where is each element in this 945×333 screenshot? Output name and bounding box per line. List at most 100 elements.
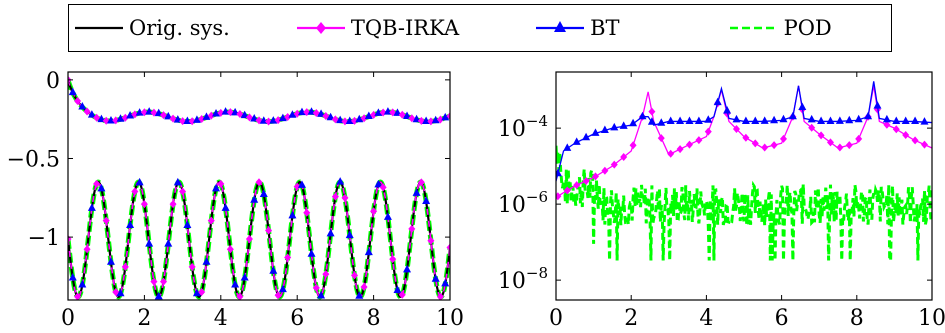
marker-tqb-irka	[779, 134, 787, 143]
marker-tqb-irka	[312, 283, 320, 292]
marker-tqb-irka	[265, 226, 273, 235]
series-tqb-irka-error	[556, 85, 932, 198]
marker-tqb-irka	[629, 141, 637, 150]
marker-bt	[212, 109, 221, 117]
marker-tqb-irka	[695, 136, 703, 145]
marker-bt	[288, 110, 297, 118]
marker-tqb-irka	[573, 181, 581, 190]
marker-tqb-irka	[160, 111, 167, 120]
legend-label-tqb-irka: TQB-IRKA	[350, 16, 460, 40]
marker-tqb-irka	[179, 187, 187, 196]
marker-tqb-irka	[169, 114, 177, 123]
marker-bt	[920, 117, 929, 125]
marker-bt	[87, 203, 96, 211]
marker-bt	[619, 121, 628, 129]
marker-tqb-irka	[121, 113, 129, 122]
marker-tqb-irka	[808, 123, 816, 132]
marker-tqb-irka	[436, 115, 444, 124]
x-tick-label-left: 2	[137, 306, 151, 331]
legend-entry-pod: POD	[728, 5, 832, 51]
legend-swatch-bt	[536, 21, 585, 32]
y-tick-label-left: −1	[28, 226, 60, 251]
marker-tqb-irka	[255, 178, 263, 187]
marker-bt	[336, 177, 345, 185]
marker-tqb-irka	[293, 182, 301, 191]
marker-bt	[770, 115, 779, 124]
marker-bt	[723, 105, 732, 114]
marker-tqb-irka	[360, 114, 368, 123]
marker-tqb-irka	[920, 140, 928, 149]
legend-swatch-orig	[75, 26, 123, 30]
marker-bt	[441, 112, 450, 121]
marker-tqb-irka	[74, 97, 82, 106]
marker-tqb-irka	[398, 110, 406, 119]
plot-area-left	[68, 75, 450, 300]
legend-label-pod: POD	[783, 16, 832, 40]
marker-bt	[713, 97, 722, 106]
marker-bt	[317, 290, 326, 299]
marker-tqb-irka	[761, 143, 769, 152]
marker-tqb-irka	[892, 125, 900, 134]
marker-tqb-irka	[93, 113, 101, 122]
marker-bt	[231, 279, 240, 288]
marker-bt	[364, 111, 373, 120]
marker-bt	[638, 111, 647, 120]
marker-tqb-irka	[556, 192, 562, 201]
marker-tqb-irka	[188, 262, 196, 271]
marker-bt	[556, 168, 562, 177]
marker-bt	[116, 288, 125, 297]
marker-tqb-irka	[102, 216, 110, 225]
marker-bt	[97, 183, 106, 192]
marker-bt	[610, 122, 619, 131]
marker-tqb-irka	[742, 133, 750, 142]
marker-bt	[78, 101, 87, 110]
marker-bt	[106, 257, 115, 265]
marker-tqb-irka	[610, 160, 618, 169]
marker-bt	[441, 278, 450, 287]
marker-bt	[779, 114, 788, 123]
marker-tqb-irka	[351, 116, 358, 125]
marker-tqb-irka	[855, 134, 863, 143]
marker-tqb-irka	[121, 262, 129, 271]
marker-bt	[845, 115, 854, 124]
marker-bt	[126, 110, 135, 119]
marker-tqb-irka	[408, 114, 416, 123]
marker-tqb-irka	[351, 271, 358, 280]
marker-bt	[345, 230, 354, 239]
marker-tqb-irka	[591, 172, 599, 181]
marker-bt	[68, 273, 77, 281]
legend-entry-tqb-irka: TQB-IRKA	[295, 5, 459, 51]
marker-bt	[154, 291, 163, 300]
marker-tqb-irka	[131, 187, 139, 196]
marker-bt	[403, 111, 412, 119]
marker-bt	[183, 220, 192, 229]
marker-bt	[317, 109, 326, 117]
marker-tqb-irka	[236, 292, 244, 300]
y-tick-label-right: 10−6	[498, 188, 548, 218]
marker-tqb-irka	[360, 282, 368, 291]
marker-tqb-irka	[563, 186, 571, 195]
marker-bt	[572, 137, 581, 145]
marker-bt	[355, 114, 364, 123]
marker-tqb-irka	[341, 193, 349, 202]
legend-entry-bt: BT	[534, 5, 620, 51]
y-tick-label-right: 10−4	[498, 112, 548, 142]
series-pod-error	[556, 145, 932, 262]
marker-tqb-irka	[408, 224, 416, 233]
marker-tqb-irka	[601, 166, 609, 175]
marker-tqb-irka	[83, 107, 91, 116]
marker-bt	[694, 116, 703, 124]
marker-tqb-irka	[322, 112, 330, 121]
marker-tqb-irka	[207, 216, 215, 225]
marker-bt	[326, 112, 335, 121]
marker-bt	[760, 116, 769, 124]
marker-tqb-irka	[398, 290, 406, 299]
marker-bt	[288, 210, 297, 219]
marker-bt	[374, 108, 383, 116]
x-tick-label-right: 6	[775, 306, 789, 331]
legend-label-orig: Orig. sys.	[129, 16, 230, 40]
marker-bt	[864, 111, 873, 120]
marker-bt	[164, 239, 173, 247]
marker-tqb-irka	[667, 149, 675, 158]
